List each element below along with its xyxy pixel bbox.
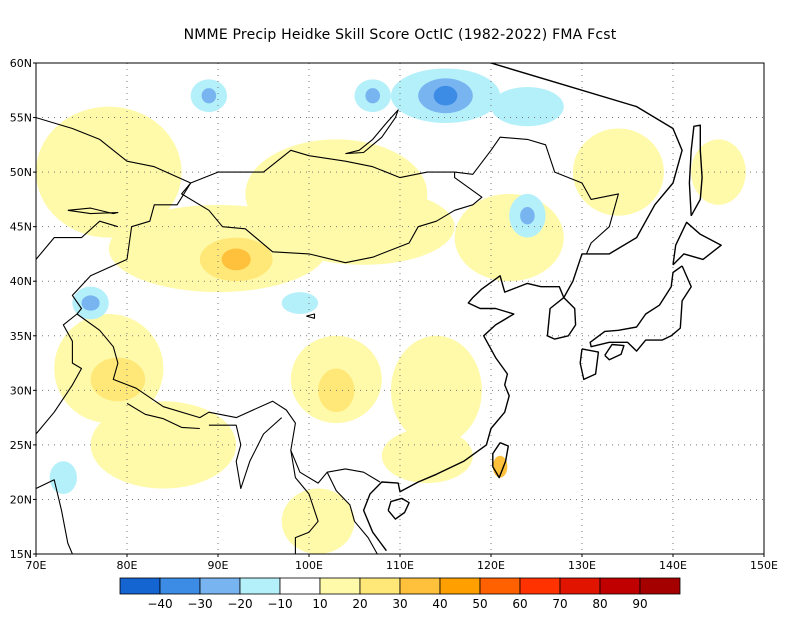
colorbar-label: 30 [392, 597, 407, 611]
coastlines-borders [36, 63, 764, 554]
lon-tick-label: 90E [208, 559, 229, 572]
lat-tick-label: 15N [10, 548, 32, 561]
border-india-west-coast [36, 479, 73, 554]
lon-tick-label: 150E [750, 559, 778, 572]
colorbar-label: 50 [472, 597, 487, 611]
lat-tick-label: 40N [10, 275, 32, 288]
skill-patch-east-china-yellow [390, 335, 482, 445]
skill-patch-north-blue-center [433, 85, 458, 106]
lat-tick-label: 20N [10, 493, 32, 506]
coastline-kamchatka [763, 67, 764, 70]
border-myanmar-thai-laos [290, 450, 319, 554]
coastline-kyushu [579, 348, 600, 381]
axis-ticks: 70E 80E 90E 100E 110E 120E 130E 140E 150E 15N 20N 2… [10, 57, 778, 572]
colorbar-swatch [359, 577, 401, 595]
lat-tick-label: 45N [10, 221, 32, 234]
colorbar-swatch [319, 577, 361, 595]
coastline-asia-coast [362, 63, 683, 552]
colorbar-swatch [479, 577, 521, 595]
skill-patch-kazakh-blue-core [81, 295, 100, 311]
colorbar-swatch [239, 577, 281, 595]
lon-tick-label: 100E [295, 559, 323, 572]
skill-patch-manchuria-blue-core [520, 207, 535, 225]
coastline-shikoku [604, 343, 625, 361]
colorbar-label: 40 [432, 597, 447, 611]
skill-patch-south-china-yellow [381, 428, 473, 484]
colorbar-label: 90 [632, 597, 647, 611]
lake-qinghai-lake [306, 313, 316, 319]
lat-tick-label: 30N [10, 384, 32, 397]
skill-patch-tibet-blue [281, 292, 319, 314]
border-mongolia-china [181, 172, 483, 264]
coastline-hokkaido [672, 221, 722, 266]
lon-tick-label: 80E [117, 559, 138, 572]
skill-score-field [36, 68, 746, 554]
lake-baikal-lake [345, 109, 399, 155]
colorbar-swatch [399, 577, 441, 595]
border-india-nepal-south [126, 402, 200, 430]
lon-tick-label: 130E [568, 559, 596, 572]
skill-patch-ural-blue-core [201, 88, 217, 104]
colorbar-label: 80 [592, 597, 607, 611]
coastline-honshu [589, 265, 692, 352]
colorbar-swatch [599, 577, 641, 595]
skill-patch-india-blue [49, 461, 77, 494]
skill-patch-north-blue-east [491, 87, 564, 127]
skill-patch-india-yellow [90, 401, 237, 489]
skill-patch-himalaya-orange [90, 357, 146, 402]
border-russia-kaz-china-mongolia [36, 117, 619, 255]
lon-tick-label: 110E [386, 559, 414, 572]
skill-patch-tarim-core [221, 248, 251, 271]
lon-tick-label: 120E [477, 559, 505, 572]
skill-patch-baikal-blue-core [365, 88, 380, 104]
skill-patch-far-east-yellow [691, 139, 746, 205]
colorbar-label: 10 [312, 597, 327, 611]
coastline-sakhalin [688, 124, 703, 217]
lon-tick-label: 70E [26, 559, 47, 572]
map-title: NMME Precip Heidke Skill Score OctIC (19… [183, 27, 617, 43]
colorbar-label: 70 [552, 597, 567, 611]
colorbar-label: 60 [512, 597, 527, 611]
coastline-hainan [387, 497, 410, 520]
lat-tick-label: 50N [10, 166, 32, 179]
skill-patch-northeast-yellow [454, 193, 564, 282]
colorbar-swatch [119, 577, 161, 595]
border-caspian-aral [36, 220, 119, 260]
colorbar-label: 20 [352, 597, 367, 611]
border-laos-vietnam [326, 471, 378, 554]
lat-tick-label: 60N [10, 57, 32, 70]
lon-tick-label: 140E [659, 559, 687, 572]
colorbar-swatch [279, 577, 321, 595]
colorbar-label: −20 [227, 597, 252, 611]
border-bhutan-bangladesh-myanmar [208, 417, 283, 490]
lake-balkhash-lake [67, 207, 119, 215]
coastline-taiwan [492, 442, 509, 479]
colorbar-label: −10 [267, 597, 292, 611]
colorbar-swatch [199, 577, 241, 595]
colorbar-swatch [559, 577, 601, 595]
lat-tick-label: 25N [10, 439, 32, 452]
border-india-pakistan [36, 313, 83, 435]
colorbar-label: −30 [187, 597, 212, 611]
colorbar-label: −40 [147, 597, 172, 611]
colorbar-swatch [439, 577, 481, 595]
colorbar-swatch [159, 577, 201, 595]
colorbar-swatch [639, 577, 681, 595]
colorbar: −40 −30 −20 −10 10 20 30 40 50 60 70 80 90 [119, 577, 681, 611]
border-china-west [71, 258, 381, 484]
colorbar-swatch [519, 577, 561, 595]
lat-tick-label: 35N [10, 330, 32, 343]
border-kaz-china [126, 182, 192, 260]
lat-tick-label: 55N [10, 112, 32, 125]
